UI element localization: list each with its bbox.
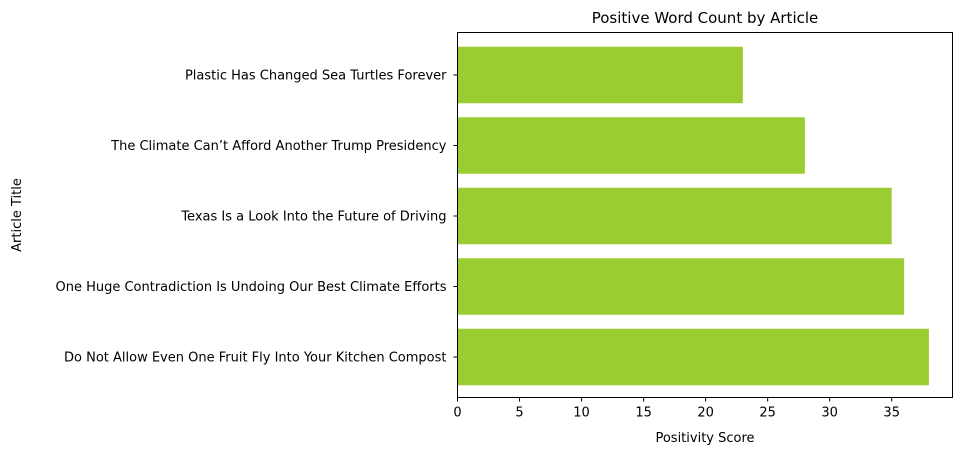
- bar: [457, 328, 929, 386]
- y-tick-label: The Climate Can’t Afford Another Trump P…: [110, 139, 447, 154]
- plot-frame: [457, 32, 953, 398]
- x-tick-label: 10: [573, 406, 590, 421]
- x-tick-label: 30: [821, 406, 838, 421]
- x-tick-label: 5: [515, 406, 523, 421]
- chart-title: Positive Word Count by Article: [592, 9, 819, 27]
- bar: [457, 117, 805, 174]
- bar: [457, 46, 743, 104]
- bar: [457, 258, 905, 315]
- x-tick-label: 20: [697, 406, 714, 421]
- y-tick-label: Do Not Allow Even One Fruit Fly Into You…: [64, 351, 447, 366]
- bar: [457, 187, 892, 245]
- y-tick-label: One Huge Contradiction Is Undoing Our Be…: [55, 280, 446, 295]
- y-axis-label: Article Title: [10, 178, 25, 252]
- bars-group: [457, 46, 929, 386]
- x-tick-label: 15: [635, 406, 652, 421]
- x-tick-label: 35: [883, 406, 900, 421]
- y-axis-ticks: Do Not Allow Even One Fruit Fly Into You…: [55, 69, 458, 366]
- y-tick-label: Texas Is a Look Into the Future of Drivi…: [180, 210, 446, 225]
- x-tick-label: 0: [453, 406, 461, 421]
- x-tick-label: 25: [759, 406, 776, 421]
- x-axis-label: Positivity Score: [655, 431, 754, 446]
- y-tick-label: Plastic Has Changed Sea Turtles Forever: [185, 69, 447, 84]
- x-axis-ticks: 0 5 10 15 20 25 30 35: [453, 397, 900, 421]
